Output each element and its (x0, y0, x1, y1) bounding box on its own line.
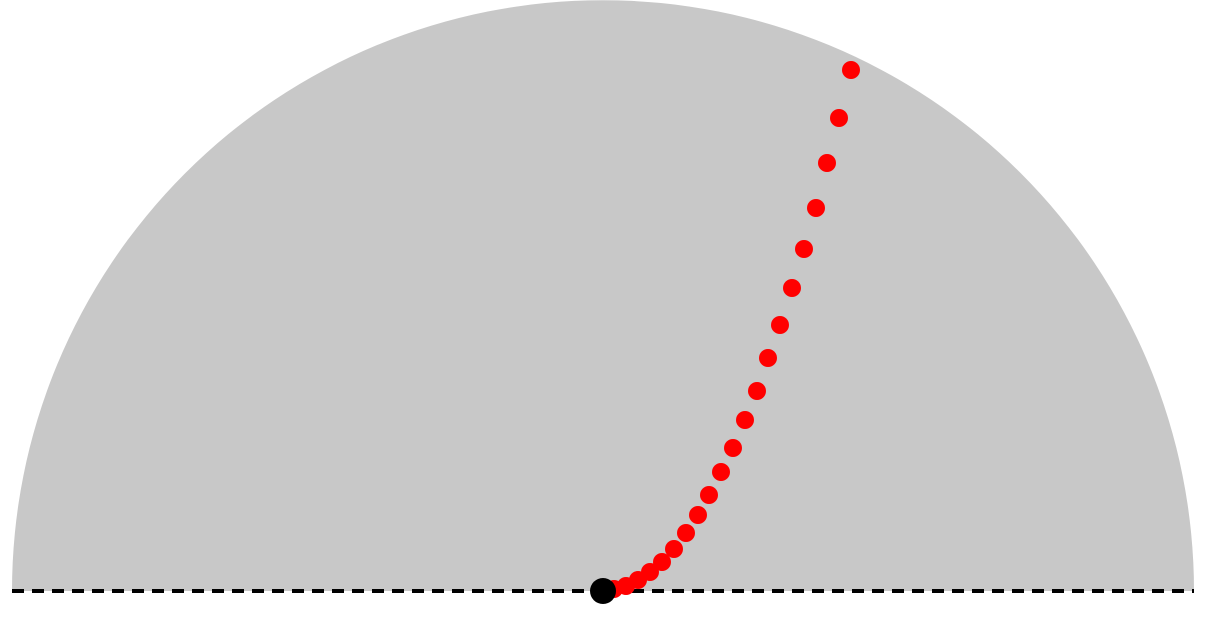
trail-dot (795, 240, 813, 258)
semicircle-region (12, 0, 1194, 591)
trail-dot (712, 463, 730, 481)
trail-dot (771, 316, 789, 334)
trail-dot (724, 439, 742, 457)
trail-dot (653, 553, 671, 571)
trail-dot (818, 154, 836, 172)
trail-dot (830, 109, 848, 127)
trail-dot (665, 540, 683, 558)
trail-dot (807, 199, 825, 217)
trail-dot (736, 411, 754, 429)
trail-dot (783, 279, 801, 297)
trail-dot (748, 382, 766, 400)
trail-dot (842, 61, 860, 79)
red-dot-trail (605, 61, 860, 598)
trail-dot (689, 506, 707, 524)
origin-dot (590, 578, 616, 604)
trail-dot (641, 563, 659, 581)
trail-dot (677, 524, 695, 542)
trail-dot (700, 486, 718, 504)
trail-dot (759, 349, 777, 367)
